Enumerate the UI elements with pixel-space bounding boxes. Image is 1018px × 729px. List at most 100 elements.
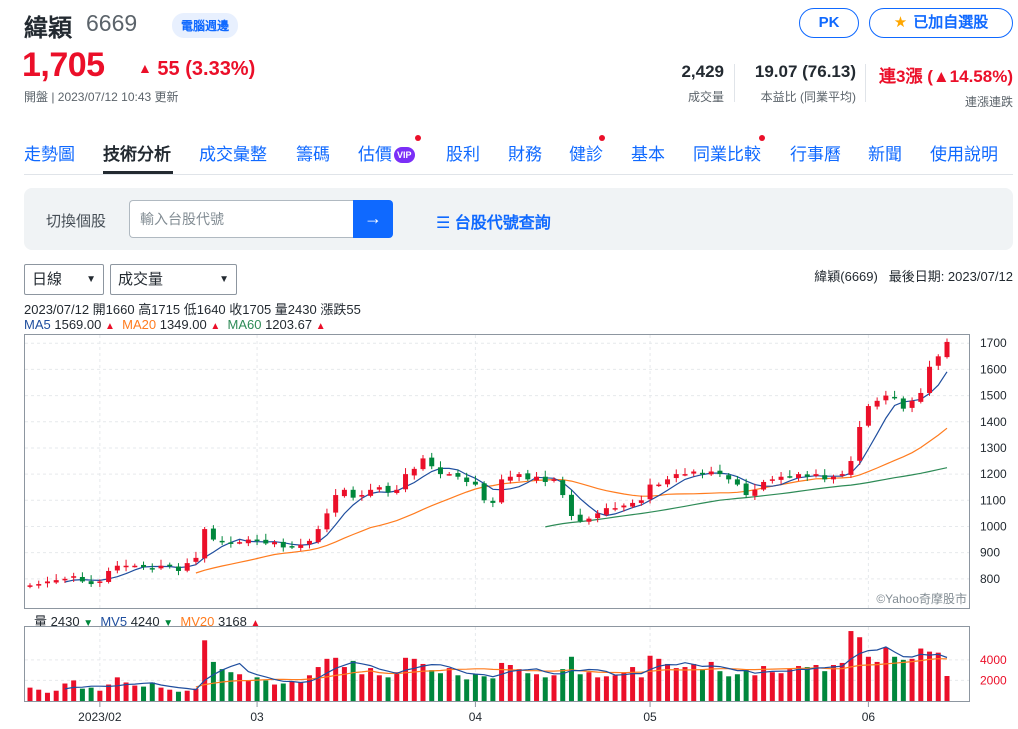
- candle-body: [630, 502, 636, 507]
- mv20-value: 3168: [217, 614, 247, 629]
- list-icon: ☰: [436, 215, 451, 232]
- volume-bar: [927, 651, 933, 701]
- candlestick-chart[interactable]: 1700 1600 1500 1400 1300 1200 1100 1000 900 800 ©Y…: [24, 334, 1014, 610]
- candle-body: [97, 581, 103, 583]
- down-triangle-icon: ▼: [163, 618, 174, 629]
- y-tick-label: 1200: [980, 467, 1007, 481]
- candle-body: [306, 540, 312, 545]
- volume-tick-label: 4000: [980, 653, 1007, 667]
- volume-bar: [726, 676, 732, 701]
- candle-body: [699, 472, 705, 475]
- notification-dot: [599, 135, 605, 141]
- tab-technical[interactable]: 技術分析: [103, 145, 171, 164]
- candle-body: [184, 563, 190, 571]
- volume-value: 2430: [50, 614, 80, 629]
- volume-bar: [516, 669, 522, 701]
- volume-bar: [193, 688, 199, 701]
- candle-body: [595, 513, 601, 519]
- tab-dividend[interactable]: 股利: [446, 145, 480, 164]
- volume-bar: [175, 691, 181, 701]
- tab-news[interactable]: 新聞: [868, 145, 902, 164]
- candle-body: [839, 474, 845, 476]
- tab-trades[interactable]: 成交彙整: [199, 145, 267, 164]
- volume-bar: [839, 662, 845, 701]
- volume-bar: [324, 658, 330, 701]
- volume-bar: [708, 661, 714, 701]
- tab-chips[interactable]: 籌碼: [296, 145, 330, 164]
- candle-body: [333, 495, 339, 513]
- stat-streak-value: 連3漲 (▲14.58%): [879, 67, 1013, 86]
- volume-bar: [97, 690, 103, 701]
- stat-volume: 2,429 成交量: [681, 62, 724, 105]
- x-tick-label: 06: [862, 710, 876, 724]
- category-badge[interactable]: 電腦週邊: [172, 13, 239, 38]
- tab-valuation[interactable]: 估價 VIP: [358, 140, 415, 165]
- candle-body: [123, 565, 129, 568]
- tab-basic[interactable]: 基本: [631, 145, 665, 164]
- y-tick-label: 1500: [980, 389, 1007, 403]
- candle-body: [490, 500, 496, 503]
- indicator-select[interactable]: 成交量 ▼: [110, 264, 237, 295]
- candle-body: [237, 542, 243, 544]
- current-price: 1,705: [22, 46, 105, 84]
- candle-body: [830, 476, 836, 480]
- vip-badge: VIP: [394, 147, 415, 163]
- volume-bar: [245, 680, 251, 701]
- tab-peer[interactable]: 同業比較: [693, 145, 761, 164]
- volume-bar: [71, 680, 77, 701]
- indicator-select-value: 成交量: [118, 271, 164, 288]
- stat-streak: 連3漲 (▲14.58%) 連漲連跌: [879, 62, 1013, 110]
- volume-bar: [315, 667, 321, 701]
- candle-body: [245, 539, 251, 544]
- watermark: ©Yahoo奇摩股市: [876, 591, 967, 606]
- stat-pe-label: 本益比 (同業平均): [760, 90, 856, 104]
- volume-bar: [149, 682, 155, 701]
- volume-bar: [219, 669, 225, 701]
- candle-body: [210, 528, 216, 540]
- go-arrow-button[interactable]: →: [353, 200, 393, 238]
- ma20-label: MA20: [122, 317, 157, 332]
- volume-bar: [184, 690, 190, 701]
- volume-bar: [114, 677, 120, 701]
- tab-finance[interactable]: 財務: [508, 145, 542, 164]
- volume-bar: [752, 675, 758, 701]
- y-tick-label: 1600: [980, 362, 1007, 376]
- candle-body: [865, 406, 871, 426]
- candle-body: [682, 474, 688, 476]
- candle-body: [804, 474, 810, 477]
- volume-bar: [62, 683, 68, 701]
- candle-body: [551, 479, 557, 481]
- stock-name: 緯穎: [24, 15, 72, 42]
- tab-health[interactable]: 健診: [569, 145, 603, 164]
- volume-bar: [289, 681, 295, 701]
- volume-bar: [656, 658, 662, 701]
- volume-bar: [743, 669, 749, 701]
- stock-code-input[interactable]: [129, 200, 354, 238]
- candle-body: [499, 479, 505, 503]
- volume-bar: [630, 667, 636, 701]
- volume-bar: [280, 683, 286, 701]
- ma60-value: 1203.67: [265, 317, 313, 332]
- down-triangle-icon: ▼: [83, 618, 94, 629]
- volume-bar: [420, 663, 426, 701]
- tab-help[interactable]: 使用說明: [930, 145, 998, 164]
- tab-trend[interactable]: 走勢圖: [24, 145, 75, 164]
- volume-bar: [254, 677, 260, 701]
- period-select[interactable]: 日線 ▼: [24, 264, 104, 295]
- ma20-value: 1349.00: [159, 317, 207, 332]
- volume-bar: [106, 684, 112, 701]
- watchlist-button[interactable]: ★ 已加自選股: [869, 8, 1013, 38]
- candle-body: [132, 565, 138, 568]
- candle-body: [603, 508, 609, 515]
- candle-body: [892, 396, 898, 399]
- tab-calendar[interactable]: 行事曆: [790, 145, 841, 164]
- candle-body: [53, 580, 59, 583]
- volume-bar: [228, 672, 234, 701]
- code-lookup-link[interactable]: ☰ 台股代號查詢: [436, 209, 551, 233]
- chevron-down-icon: ▼: [219, 274, 229, 285]
- candle-body: [560, 480, 566, 496]
- pk-button[interactable]: PK: [799, 8, 859, 38]
- candle-body: [298, 544, 304, 548]
- volume-bar: [848, 631, 854, 701]
